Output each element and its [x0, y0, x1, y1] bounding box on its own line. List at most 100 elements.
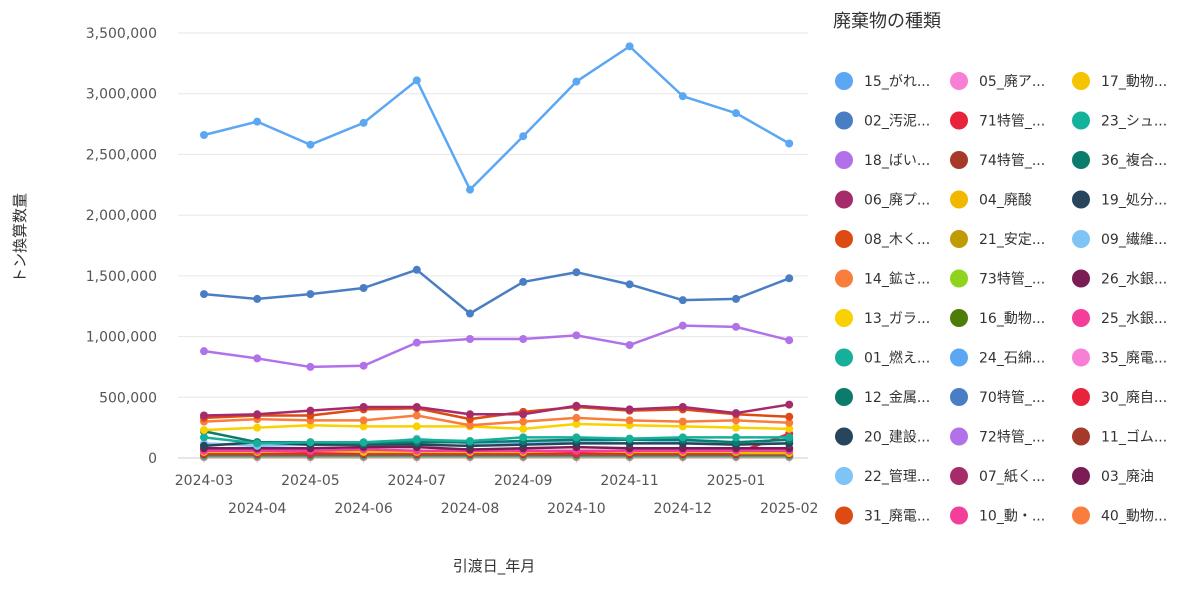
data-point[interactable] — [306, 290, 315, 299]
legend-item[interactable]: 26_水銀... — [1072, 269, 1167, 288]
data-point[interactable] — [519, 410, 528, 419]
legend-item[interactable]: 72特管_... — [950, 427, 1045, 446]
data-point[interactable] — [678, 321, 687, 330]
data-point[interactable] — [359, 118, 368, 127]
legend-item[interactable]: 30_廃自... — [1072, 388, 1167, 406]
legend-item[interactable]: 14_鉱さ... — [835, 269, 930, 288]
legend-item[interactable]: 04_廃酸 — [950, 190, 1032, 209]
data-point[interactable] — [572, 77, 581, 86]
legend-item[interactable]: 06_廃プ... — [835, 190, 930, 209]
data-point[interactable] — [678, 296, 687, 305]
data-point[interactable] — [678, 417, 687, 426]
legend-item[interactable]: 74特管_... — [950, 151, 1045, 169]
data-point[interactable] — [732, 409, 740, 418]
data-point[interactable] — [732, 416, 740, 425]
data-point[interactable] — [359, 403, 368, 411]
legend-item[interactable]: 11_ゴム... — [1072, 427, 1167, 446]
legend-item[interactable]: 08_木く... — [835, 230, 930, 248]
data-point[interactable] — [466, 309, 474, 318]
legend-item[interactable]: 19_処分... — [1072, 190, 1167, 209]
legend-item[interactable]: 31_廃電... — [835, 506, 930, 525]
data-point[interactable] — [732, 294, 740, 303]
data-point[interactable] — [572, 331, 581, 340]
data-point[interactable] — [678, 92, 687, 101]
data-point[interactable] — [519, 433, 528, 442]
data-point[interactable] — [732, 423, 740, 432]
data-point[interactable] — [519, 417, 528, 426]
data-point[interactable] — [785, 418, 794, 427]
data-point[interactable] — [678, 403, 687, 411]
data-point[interactable] — [466, 437, 474, 445]
data-point[interactable] — [253, 294, 262, 303]
legend-item[interactable]: 71特管_... — [950, 111, 1045, 130]
legend-item[interactable]: 20_建設... — [835, 427, 930, 446]
data-point[interactable] — [200, 441, 208, 450]
data-point[interactable] — [678, 433, 687, 442]
data-point[interactable] — [306, 140, 315, 149]
data-point[interactable] — [253, 439, 262, 448]
data-point[interactable] — [359, 284, 368, 292]
data-point[interactable] — [200, 347, 208, 356]
data-point[interactable] — [519, 132, 528, 141]
legend-item[interactable]: 24_石綿... — [950, 348, 1045, 367]
legend-item[interactable]: 16_動物... — [950, 309, 1045, 327]
data-point[interactable] — [412, 76, 421, 85]
data-point[interactable] — [519, 335, 528, 343]
data-point[interactable] — [466, 335, 474, 343]
legend-item[interactable]: 02_汚泥... — [835, 111, 930, 130]
data-point[interactable] — [732, 433, 740, 442]
legend-item[interactable]: 01_燃え... — [835, 348, 930, 367]
data-point[interactable] — [785, 424, 794, 433]
data-point[interactable] — [785, 412, 794, 421]
legend-item[interactable]: 73特管_... — [950, 269, 1045, 288]
legend-item[interactable]: 23_シュ... — [1072, 111, 1167, 130]
data-point[interactable] — [785, 139, 794, 148]
data-point[interactable] — [306, 438, 315, 447]
data-point[interactable] — [412, 435, 421, 444]
data-point[interactable] — [625, 416, 634, 425]
legend-item[interactable]: 15_がれ... — [835, 72, 930, 90]
legend-item[interactable]: 05_廃ア... — [950, 72, 1045, 90]
legend-item[interactable]: 40_動物... — [1072, 506, 1167, 525]
data-point[interactable] — [785, 433, 794, 442]
data-point[interactable] — [785, 336, 794, 345]
data-point[interactable] — [785, 274, 794, 283]
data-point[interactable] — [732, 109, 740, 118]
legend-item[interactable]: 07_紙く... — [950, 467, 1045, 485]
data-point[interactable] — [306, 362, 315, 371]
data-point[interactable] — [466, 185, 474, 194]
data-point[interactable] — [200, 433, 208, 442]
data-point[interactable] — [572, 401, 581, 410]
data-point[interactable] — [359, 416, 368, 425]
data-point[interactable] — [412, 338, 421, 347]
data-point[interactable] — [200, 290, 208, 299]
data-point[interactable] — [412, 265, 421, 274]
data-point[interactable] — [253, 354, 262, 363]
data-point[interactable] — [412, 411, 421, 420]
legend-item[interactable]: 10_動・... — [950, 506, 1045, 525]
legend-item[interactable]: 21_安定... — [950, 230, 1045, 248]
legend-item[interactable]: 25_水銀... — [1072, 309, 1167, 327]
data-point[interactable] — [732, 322, 740, 331]
data-point[interactable] — [519, 424, 528, 433]
data-point[interactable] — [412, 422, 421, 431]
data-point[interactable] — [359, 438, 368, 447]
data-point[interactable] — [519, 277, 528, 286]
data-point[interactable] — [306, 406, 315, 415]
data-point[interactable] — [572, 268, 581, 277]
legend-item[interactable]: 03_廃油 — [1072, 467, 1154, 485]
data-point[interactable] — [625, 405, 634, 414]
data-point[interactable] — [359, 361, 368, 370]
data-point[interactable] — [785, 400, 794, 409]
data-point[interactable] — [359, 422, 368, 431]
data-point[interactable] — [625, 434, 634, 443]
data-point[interactable] — [200, 131, 208, 139]
data-point[interactable] — [466, 410, 474, 419]
data-point[interactable] — [253, 410, 262, 419]
data-point[interactable] — [200, 411, 208, 420]
legend-item[interactable]: 09_繊維... — [1072, 230, 1167, 248]
data-point[interactable] — [625, 42, 634, 51]
legend-item[interactable]: 13_ガラ... — [835, 309, 930, 327]
legend-item[interactable]: 35_廃電... — [1072, 348, 1167, 367]
legend-item[interactable]: 22_管理... — [835, 467, 930, 485]
